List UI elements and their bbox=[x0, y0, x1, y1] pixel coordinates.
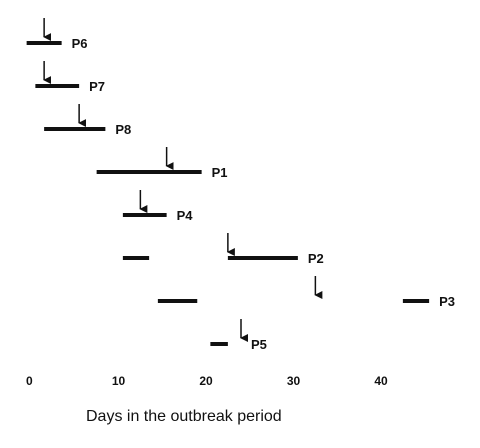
row-label-p7: P7 bbox=[89, 79, 105, 94]
rows-layer: P6 P7 P8 P1 P4 P2 P3 P5 bbox=[26, 18, 455, 352]
row-p8: P8 bbox=[44, 104, 131, 137]
row-p4: P4 bbox=[122, 190, 194, 223]
x-tick-30: 30 bbox=[287, 374, 301, 388]
x-tick-10: 10 bbox=[112, 374, 126, 388]
row-p6: P6 bbox=[26, 18, 88, 51]
x-axis-label: Days in the outbreak period bbox=[86, 408, 282, 425]
row-p2: P2 bbox=[122, 233, 324, 266]
row-p5: P5 bbox=[210, 319, 267, 352]
x-axis-ticks: 0 10 20 30 40 bbox=[26, 374, 388, 388]
row-label-p8: P8 bbox=[115, 122, 131, 137]
x-tick-40: 40 bbox=[374, 374, 388, 388]
row-p1: P1 bbox=[96, 147, 228, 180]
row-label-p1: P1 bbox=[212, 165, 228, 180]
x-tick-20: 20 bbox=[199, 374, 213, 388]
row-p7: P7 bbox=[35, 61, 105, 94]
x-tick-0: 0 bbox=[26, 374, 33, 388]
row-label-p2: P2 bbox=[308, 251, 324, 266]
row-label-p3: P3 bbox=[439, 294, 455, 309]
row-label-p6: P6 bbox=[72, 36, 88, 51]
row-p3: P3 bbox=[157, 276, 455, 309]
row-label-p4: P4 bbox=[177, 208, 194, 223]
row-label-p5: P5 bbox=[251, 337, 267, 352]
